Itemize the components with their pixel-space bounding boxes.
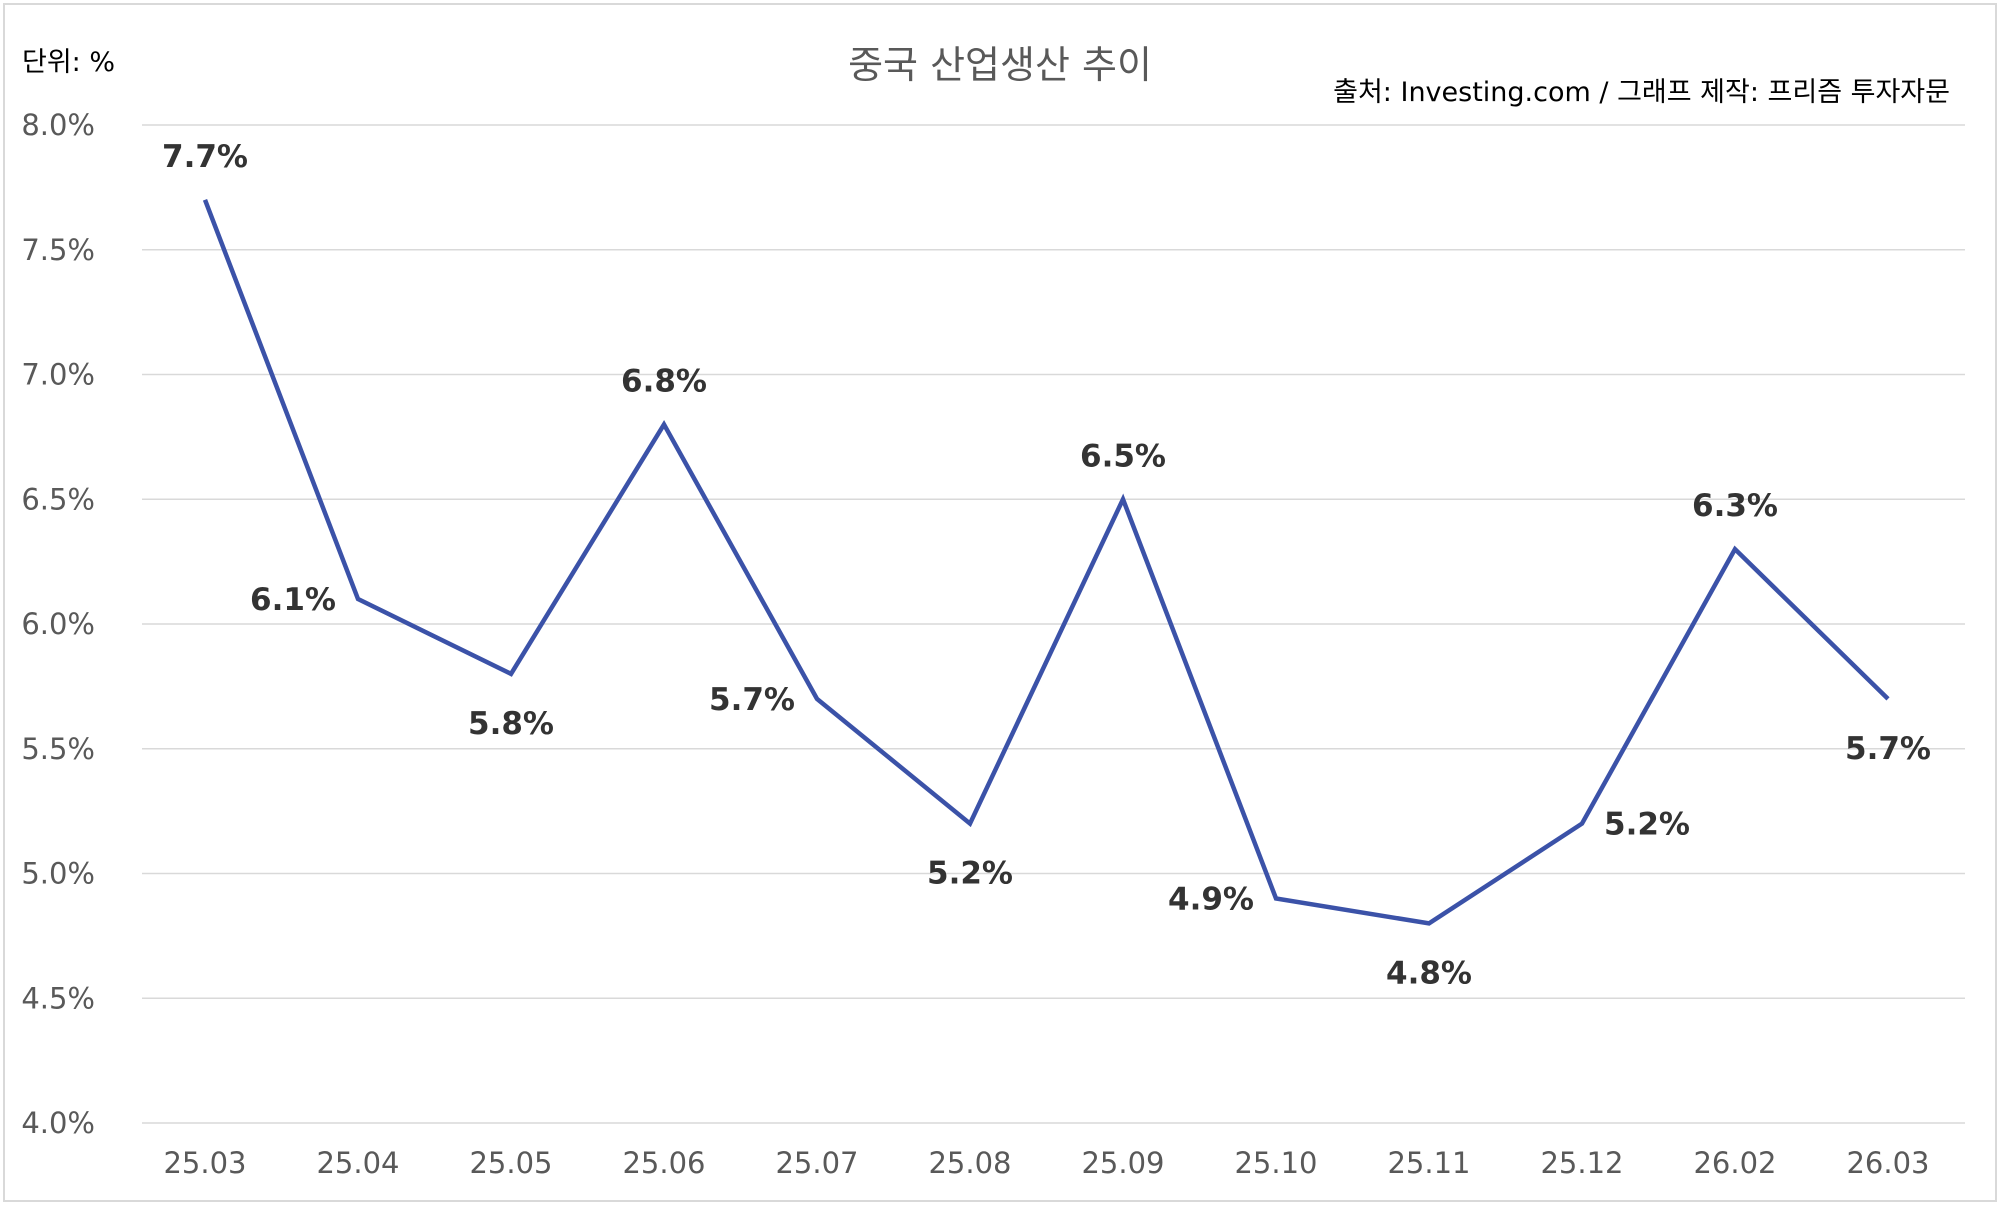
data-label: 5.7% [1845, 731, 1931, 767]
data-label: 5.7% [709, 682, 795, 718]
x-axis-ticks: 25.03 25.04 25.05 25.06 25.07 25.08 25.09 25.10… [163, 1146, 1929, 1180]
x-tick-label: 25.11 [1387, 1146, 1470, 1180]
data-label: 7.7% [162, 139, 248, 175]
x-tick-label: 26.02 [1693, 1146, 1776, 1180]
x-tick-label: 25.09 [1081, 1146, 1164, 1180]
y-tick-label: 6.0% [21, 607, 95, 641]
data-label: 6.3% [1692, 488, 1778, 524]
y-tick-label: 6.5% [21, 482, 95, 516]
gridlines [142, 124, 1965, 1124]
series-line [202, 199, 1890, 926]
x-tick-label: 25.08 [928, 1146, 1011, 1180]
x-tick-label: 25.03 [163, 1146, 246, 1180]
x-tick-label: 25.04 [316, 1146, 399, 1180]
series-line-group [202, 199, 1890, 926]
chart-title: 중국 산업생산 추이 [848, 43, 1152, 87]
y-tick-label: 7.5% [21, 233, 95, 267]
source-label: 출처: Investing.com / 그래프 제작: 프리즘 투자자문 [1333, 77, 1950, 108]
y-axis-ticks: 4.0% 4.5% 5.0% 5.5% 6.0% 6.5% 7.0% 7.5% 8.0% [21, 108, 95, 1140]
x-tick-label: 25.06 [622, 1146, 705, 1180]
data-label: 6.5% [1080, 438, 1166, 474]
data-label: 6.1% [250, 582, 336, 618]
x-tick-label: 25.07 [775, 1146, 858, 1180]
chart-frame [3, 3, 1997, 1202]
y-tick-label: 7.0% [21, 358, 95, 392]
data-label: 5.2% [1604, 807, 1690, 843]
data-label: 4.8% [1386, 955, 1472, 991]
x-tick-label: 26.03 [1846, 1146, 1929, 1180]
y-tick-label: 4.5% [21, 981, 95, 1015]
unit-label: 단위: % [22, 47, 116, 78]
y-tick-label: 4.0% [21, 1106, 95, 1140]
data-label: 6.8% [621, 363, 707, 399]
data-label: 5.8% [468, 706, 554, 742]
data-label: 4.9% [1168, 881, 1254, 917]
data-labels: 7.7% 6.1% 5.8% 6.8% 5.7% 5.2% 6.5% 4.9% 4.8% 5.2%… [162, 139, 1931, 992]
data-label: 5.2% [927, 856, 1013, 892]
y-tick-label: 5.5% [21, 732, 95, 766]
y-tick-label: 8.0% [21, 108, 95, 142]
x-tick-label: 25.05 [469, 1146, 552, 1180]
x-tick-label: 25.12 [1540, 1146, 1623, 1180]
y-tick-label: 5.0% [21, 857, 95, 891]
x-tick-label: 25.10 [1234, 1146, 1317, 1180]
